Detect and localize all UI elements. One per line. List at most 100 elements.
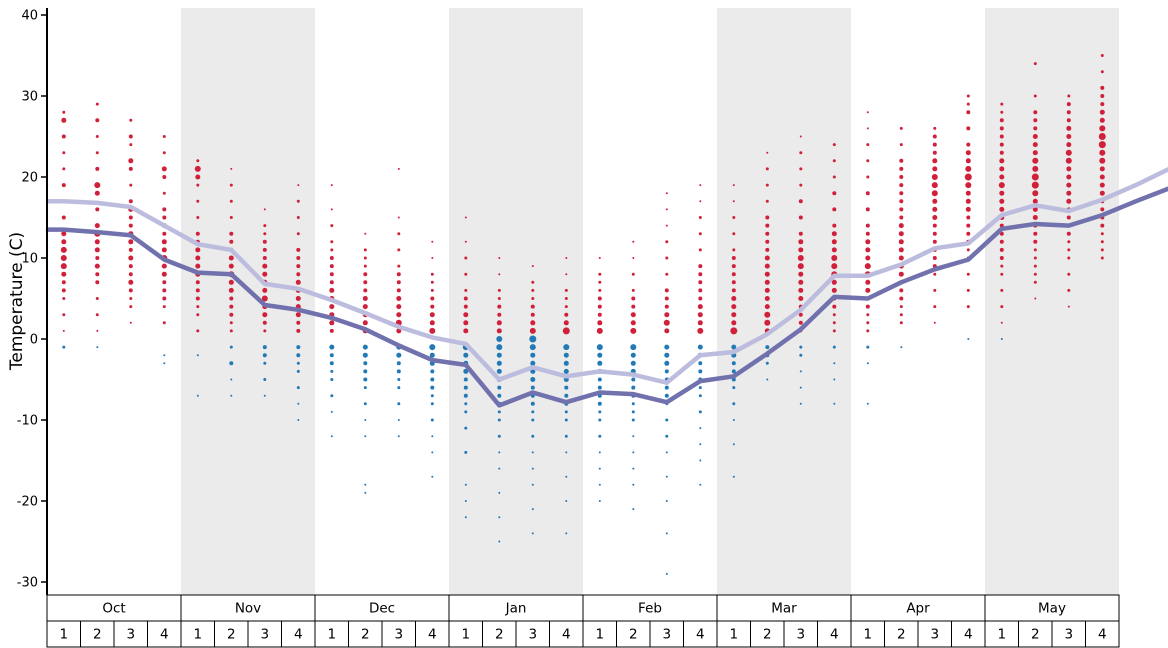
cold-dot [664, 352, 670, 358]
warm-dot [999, 142, 1004, 147]
warm-dot [899, 321, 903, 325]
cold-dot [463, 385, 468, 390]
warm-dot [598, 288, 602, 292]
week-number: 2 [495, 627, 504, 643]
warm-dot [697, 312, 703, 318]
warm-dot [1066, 118, 1071, 123]
month-band-jan [449, 8, 583, 595]
week-number: 3 [1065, 627, 1074, 643]
week-number: 2 [897, 627, 906, 643]
warm-dot [1100, 240, 1104, 244]
warm-dot [866, 127, 869, 130]
warm-dot [965, 206, 971, 212]
week-dots-oct-2 [94, 102, 101, 349]
month-label: Jan [505, 601, 527, 617]
month-band-nov [181, 8, 315, 595]
warm-dot [1033, 248, 1037, 252]
warm-dot [229, 321, 233, 325]
warm-dot [899, 175, 904, 179]
warm-dot [931, 182, 938, 189]
cold-dot [698, 410, 702, 414]
warm-dot [429, 327, 436, 334]
warm-dot [1066, 215, 1071, 220]
warm-dot [665, 256, 669, 260]
warm-dot [798, 296, 804, 301]
warm-dot [1033, 94, 1037, 98]
cold-dot [765, 345, 770, 350]
cold-dot [531, 434, 535, 438]
warm-dot [1031, 181, 1039, 189]
warm-dot [799, 183, 803, 187]
cold-dot [329, 353, 334, 358]
warm-dot [161, 239, 167, 245]
warm-dot [330, 248, 334, 252]
warm-dot [899, 305, 903, 309]
cold-dot [799, 370, 802, 373]
warm-dot [430, 296, 435, 301]
warm-dot [865, 247, 871, 253]
warm-dot [965, 198, 971, 204]
cold-dot [631, 418, 635, 422]
warm-dot [699, 184, 702, 187]
week-number: 4 [562, 627, 571, 643]
warm-dot [1032, 190, 1039, 197]
cold-dot [464, 516, 467, 519]
warm-dot [966, 142, 971, 147]
warm-dot [162, 288, 167, 293]
cold-dot [330, 378, 334, 381]
warm-dot [865, 223, 870, 228]
warm-dot [531, 297, 535, 300]
warm-dot [296, 216, 300, 219]
warm-dot [832, 159, 836, 163]
cold-dot [329, 344, 335, 350]
cold-dot [296, 353, 301, 358]
warm-dot [898, 239, 904, 245]
warm-dot [631, 272, 635, 276]
week-dots-dec-3 [395, 167, 402, 438]
week-number: 4 [830, 627, 839, 643]
cold-dot [497, 418, 501, 422]
warm-dot [698, 296, 703, 301]
warm-dot [966, 288, 970, 292]
warm-dot [832, 321, 836, 325]
warm-dot [94, 247, 100, 253]
warm-dot [698, 248, 702, 252]
warm-dot [1033, 118, 1038, 123]
warm-dot [397, 248, 401, 252]
warm-dot [396, 280, 401, 285]
warm-dot [1066, 174, 1072, 180]
warm-dot [96, 329, 99, 332]
cold-dot [497, 434, 501, 438]
warm-dot [162, 175, 167, 179]
cold-dot [967, 338, 970, 340]
warm-dot [665, 208, 668, 211]
warm-dot [764, 311, 771, 318]
warm-dot [999, 174, 1005, 180]
cold-dot [464, 450, 468, 454]
warm-dot [1098, 133, 1106, 140]
cold-dot [397, 435, 400, 438]
warm-dot [764, 319, 771, 326]
cold-dot [397, 419, 400, 421]
cold-dot [799, 353, 803, 357]
cold-dot [498, 451, 501, 454]
warm-dot [1031, 173, 1039, 181]
warm-dot [899, 191, 904, 196]
warm-dot [1033, 256, 1037, 260]
warm-dot [229, 312, 234, 317]
cold-dot [463, 368, 469, 374]
cold-dot [496, 368, 502, 374]
cold-dot [330, 369, 334, 373]
warm-dot [866, 329, 870, 333]
month-cell [582, 594, 718, 622]
y-tick-label: 20 [21, 171, 38, 186]
week-cell [448, 620, 483, 648]
week-number: 1 [998, 627, 1007, 643]
warm-dot [798, 231, 803, 236]
warm-dot [831, 287, 837, 293]
warm-dot [932, 198, 938, 204]
cold-dot [364, 491, 367, 494]
warm-dot [196, 329, 200, 333]
warm-dot [665, 192, 668, 195]
warm-dot [431, 257, 434, 259]
